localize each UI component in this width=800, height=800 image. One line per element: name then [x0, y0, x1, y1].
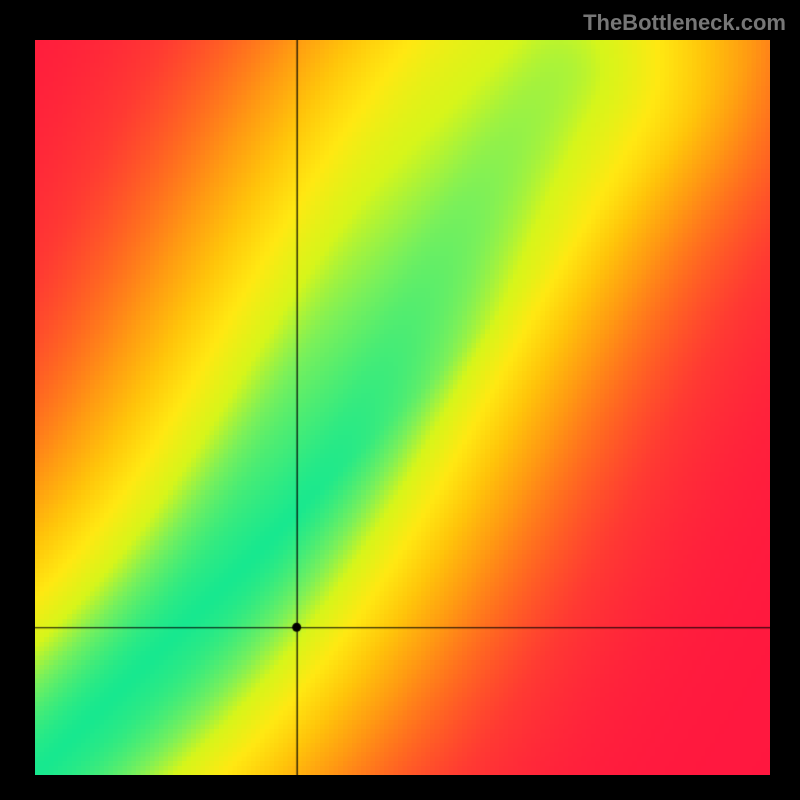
chart-container: TheBottleneck.com: [0, 0, 800, 800]
watermark-text: TheBottleneck.com: [583, 10, 786, 36]
bottleneck-heatmap: [35, 40, 770, 775]
